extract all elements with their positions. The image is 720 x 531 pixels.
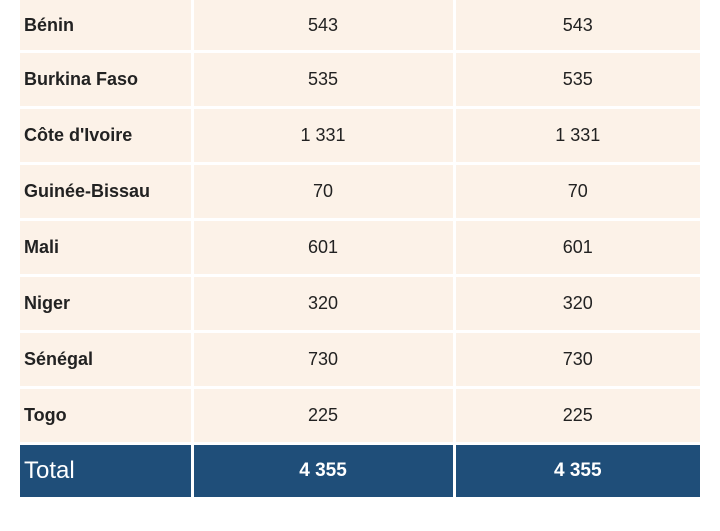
value-cell-1: 601: [190, 219, 454, 277]
country-cell: Bénin: [20, 0, 192, 53]
total-row: Total 4 355 4 355: [20, 443, 700, 497]
value-cell-1: 70: [190, 163, 454, 221]
value-cell-2: 543: [452, 0, 700, 53]
value-cell-2: 320: [452, 275, 700, 333]
total-label: Total: [20, 443, 192, 497]
country-cell: Burkina Faso: [20, 51, 192, 109]
value-cell-2: 70: [452, 163, 700, 221]
value-cell-1: 730: [190, 331, 454, 389]
value-cell-2: 225: [452, 387, 700, 445]
table-row-burkina-faso: Burkina Faso 535 535: [20, 51, 700, 109]
country-cell: Mali: [20, 219, 192, 277]
table-row-togo: Togo 225 225: [20, 387, 700, 445]
value-cell-1: 1 331: [190, 107, 454, 165]
table-row-niger: Niger 320 320: [20, 275, 700, 333]
table-row-senegal: Sénégal 730 730: [20, 331, 700, 389]
country-cell: Niger: [20, 275, 192, 333]
total-value-2: 4 355: [452, 443, 700, 497]
country-cell: Togo: [20, 387, 192, 445]
table-row-cote-divoire: Côte d'Ivoire 1 331 1 331: [20, 107, 700, 165]
value-cell-2: 730: [452, 331, 700, 389]
country-cell: Guinée-Bissau: [20, 163, 192, 221]
table-row-benin: Bénin 543 543: [20, 0, 700, 53]
country-table-container: Bénin 543 543 Burkina Faso 535 535 Côte …: [20, 0, 700, 497]
value-cell-2: 1 331: [452, 107, 700, 165]
country-table: Bénin 543 543 Burkina Faso 535 535 Côte …: [20, 0, 700, 497]
country-cell: Côte d'Ivoire: [20, 107, 192, 165]
value-cell-2: 535: [452, 51, 700, 109]
total-value-1: 4 355: [190, 443, 454, 497]
table-row-guinee-bissau: Guinée-Bissau 70 70: [20, 163, 700, 221]
value-cell-1: 225: [190, 387, 454, 445]
value-cell-2: 601: [452, 219, 700, 277]
value-cell-1: 535: [190, 51, 454, 109]
table-row-mali: Mali 601 601: [20, 219, 700, 277]
value-cell-1: 543: [190, 0, 454, 53]
country-cell: Sénégal: [20, 331, 192, 389]
value-cell-1: 320: [190, 275, 454, 333]
